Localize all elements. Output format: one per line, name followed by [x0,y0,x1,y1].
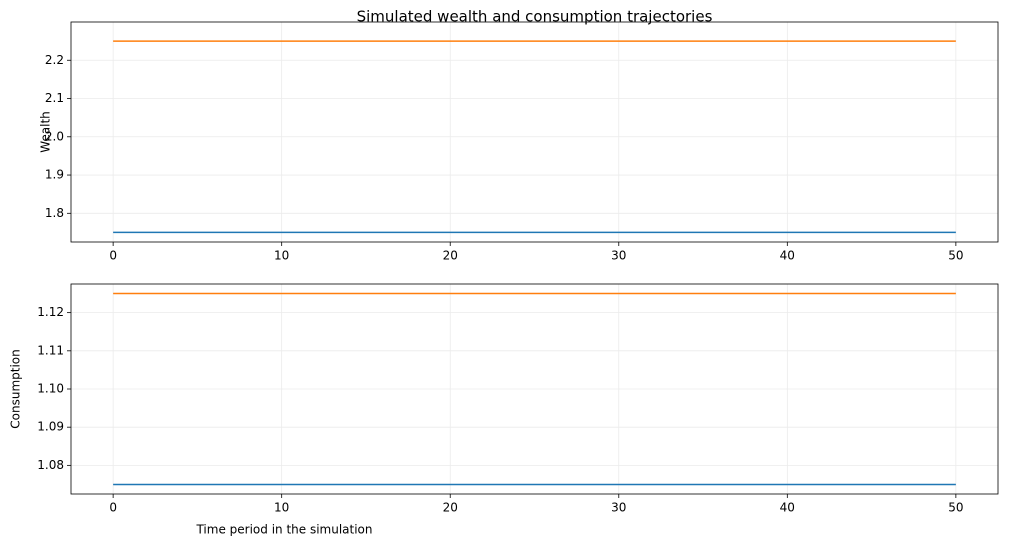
x-tick-label: 0 [109,501,117,515]
y-axis-label: Wealth [39,111,53,153]
x-tick-label: 50 [948,249,963,263]
chart-title: Simulated wealth and consumption traject… [357,8,713,26]
x-axis-label: Time period in the simulation [195,523,372,537]
x-tick-label: 0 [109,249,117,263]
y-tick-label: 1.10 [37,382,64,396]
x-tick-label: 40 [780,501,795,515]
x-tick-label: 10 [274,249,289,263]
x-tick-label: 50 [948,501,963,515]
axes-frame [70,283,999,495]
y-tick-label: 2.1 [45,91,64,105]
y-axis-label: Consumption [9,349,23,428]
x-tick-label: 20 [443,501,458,515]
x-tick-label: 20 [443,249,458,263]
y-tick-label: 1.09 [37,420,64,434]
x-tick-label: 30 [611,249,626,263]
y-tick-label: 1.8 [45,206,64,220]
axes-frame [70,21,999,243]
x-tick-label: 30 [611,501,626,515]
y-tick-label: 1.11 [37,343,64,357]
y-tick-label: 1.9 [45,168,64,182]
y-tick-label: 1.12 [37,305,64,319]
x-tick-label: 40 [780,249,795,263]
y-tick-label: 1.08 [37,458,64,472]
y-tick-label: 2.2 [45,53,64,67]
y-tick-label: 2.0 [45,129,64,143]
x-tick-label: 10 [274,501,289,515]
